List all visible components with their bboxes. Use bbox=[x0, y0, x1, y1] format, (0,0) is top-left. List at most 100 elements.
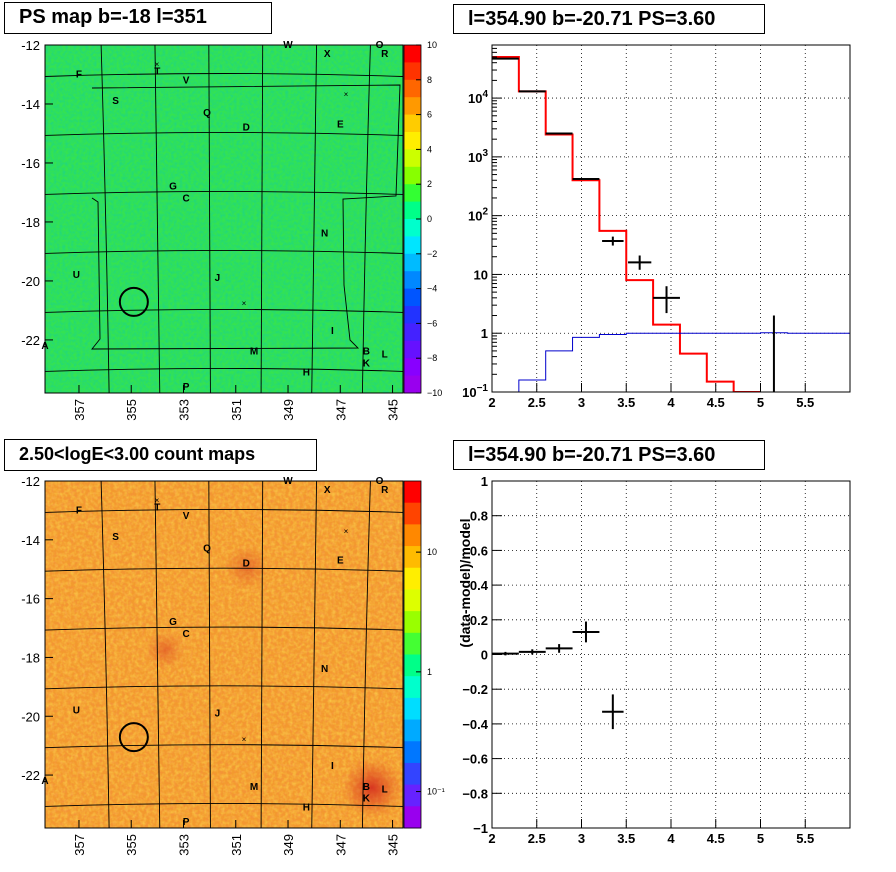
source-label: M bbox=[250, 347, 258, 358]
spectrum-x-tick-label: 4.5 bbox=[707, 395, 725, 410]
spectrum-x-tick-label: 5.5 bbox=[796, 395, 814, 410]
colorbar-swatch bbox=[404, 654, 421, 677]
latitude-gridline bbox=[45, 367, 403, 372]
residual-x-tick-label: 4 bbox=[667, 831, 675, 846]
longitude-gridline bbox=[100, 481, 110, 828]
source-label: B bbox=[363, 347, 370, 358]
source-label: P bbox=[183, 382, 190, 393]
colorbar-swatch bbox=[404, 567, 421, 590]
colorbar-swatch bbox=[404, 253, 421, 272]
source-label: I bbox=[331, 761, 334, 772]
source-label: X bbox=[324, 49, 331, 60]
source-label: S bbox=[112, 96, 119, 107]
colorbar-swatch bbox=[404, 62, 421, 81]
map-y-tick-label: -20 bbox=[21, 274, 40, 289]
source-label: T bbox=[154, 66, 160, 77]
map-x-tick-label: 357 bbox=[72, 834, 87, 856]
map-x-tick-label: 355 bbox=[124, 399, 139, 421]
source-label: V bbox=[183, 75, 190, 86]
colorbar-swatch bbox=[404, 201, 421, 220]
spectrum-x-tick-label: 3 bbox=[578, 395, 585, 410]
longitude-gridline bbox=[208, 45, 211, 393]
colorbar-frame bbox=[403, 480, 422, 829]
colorbar-swatch bbox=[404, 611, 421, 634]
colorbar-swatch bbox=[404, 632, 421, 655]
map-x-tick-label: 351 bbox=[229, 399, 244, 421]
longitude-gridline bbox=[311, 481, 318, 828]
spectrum-x-tick-label: 2.5 bbox=[528, 395, 546, 410]
colorbar-swatch bbox=[404, 697, 421, 721]
spectrum-y-tick-label: 1 bbox=[481, 326, 488, 341]
source-label: V bbox=[183, 511, 190, 522]
spectrum-x-tick-label: 4 bbox=[667, 395, 675, 410]
colorbar-swatch bbox=[404, 306, 421, 324]
source-label: M bbox=[250, 782, 258, 793]
colorbar-swatch bbox=[404, 502, 421, 525]
map-y-tick-label: -14 bbox=[21, 533, 40, 548]
map-x-tick-label: 357 bbox=[72, 399, 87, 421]
colorbar-tick-label: 4 bbox=[427, 144, 432, 154]
longitude-gridline bbox=[260, 45, 264, 393]
residual-x-tick-label: 5 bbox=[757, 831, 764, 846]
map-y-tick-label: -16 bbox=[21, 156, 40, 171]
source-label: U bbox=[73, 705, 80, 716]
ps-map-frame bbox=[44, 44, 404, 394]
spectrum-y-tick-label: 103 bbox=[468, 148, 488, 165]
latitude-gridline bbox=[45, 626, 403, 631]
colorbar-swatch bbox=[404, 236, 421, 255]
colorbar-swatch bbox=[404, 375, 421, 394]
colorbar-swatch bbox=[404, 271, 421, 290]
longitude-gridline bbox=[361, 481, 371, 828]
source-circle bbox=[118, 286, 149, 317]
colorbar-swatch bbox=[404, 481, 421, 504]
map-x-tick-label: 349 bbox=[281, 834, 296, 856]
source-label: Q bbox=[203, 544, 211, 555]
count-map-hotspot-b bbox=[342, 758, 402, 818]
spectrum-x-tick-label: 2 bbox=[488, 395, 495, 410]
source-label: I bbox=[331, 326, 334, 337]
colorbar-tick-label: −8 bbox=[427, 353, 437, 363]
colorbar-swatch bbox=[404, 97, 421, 116]
source-label: D bbox=[243, 558, 250, 569]
source-label: H bbox=[303, 802, 310, 813]
colorbar-swatch bbox=[404, 524, 421, 547]
colorbar-swatch bbox=[404, 166, 421, 185]
source-label: X bbox=[324, 485, 331, 496]
residual-y-tick-label: 0 bbox=[481, 648, 488, 663]
source-label: R bbox=[381, 485, 389, 496]
spectrum-x-tick-label: 3.5 bbox=[617, 395, 635, 410]
source-label: P bbox=[183, 817, 190, 828]
count-map-frame bbox=[44, 480, 404, 829]
colorbar-tick-label: 1 bbox=[427, 667, 432, 677]
ps-map-title: PS map b=-18 l=351 bbox=[4, 2, 272, 34]
colorbar-tick-label: 0 bbox=[427, 214, 432, 224]
residual-y-tick-label: −0.8 bbox=[462, 786, 488, 801]
count-map-hotspot-d bbox=[225, 545, 269, 589]
total-model-histogram bbox=[492, 55, 761, 392]
colorbar-swatch bbox=[404, 784, 421, 807]
longitude-gridline bbox=[154, 45, 161, 393]
colorbar-tick-label: −4 bbox=[427, 284, 437, 294]
residual-y-tick-label: 0.6 bbox=[470, 543, 488, 558]
residual-plot-area bbox=[492, 481, 850, 828]
residual-x-tick-label: 2.5 bbox=[528, 831, 546, 846]
latitude-gridline bbox=[45, 508, 403, 513]
source-label: N bbox=[321, 664, 328, 675]
colorbar-swatch bbox=[404, 79, 421, 98]
residual-title: l=354.90 b=-20.71 PS=3.60 bbox=[453, 440, 765, 470]
colorbar-swatch bbox=[404, 719, 421, 742]
latitude-gridline bbox=[45, 73, 403, 77]
source-label: N bbox=[321, 229, 328, 240]
map-y-tick-label: -22 bbox=[21, 768, 40, 783]
spectrum-y-tick-label: 10 bbox=[474, 267, 488, 282]
map-y-tick-label: -12 bbox=[21, 474, 40, 489]
source-label: U bbox=[73, 270, 80, 281]
residual-y-tick-label: −1 bbox=[473, 821, 488, 836]
count-map-hotspot-c bbox=[145, 630, 185, 670]
colorbar-swatch bbox=[404, 114, 421, 133]
colorbar-swatch bbox=[404, 589, 421, 612]
colorbar-swatch bbox=[404, 184, 421, 203]
